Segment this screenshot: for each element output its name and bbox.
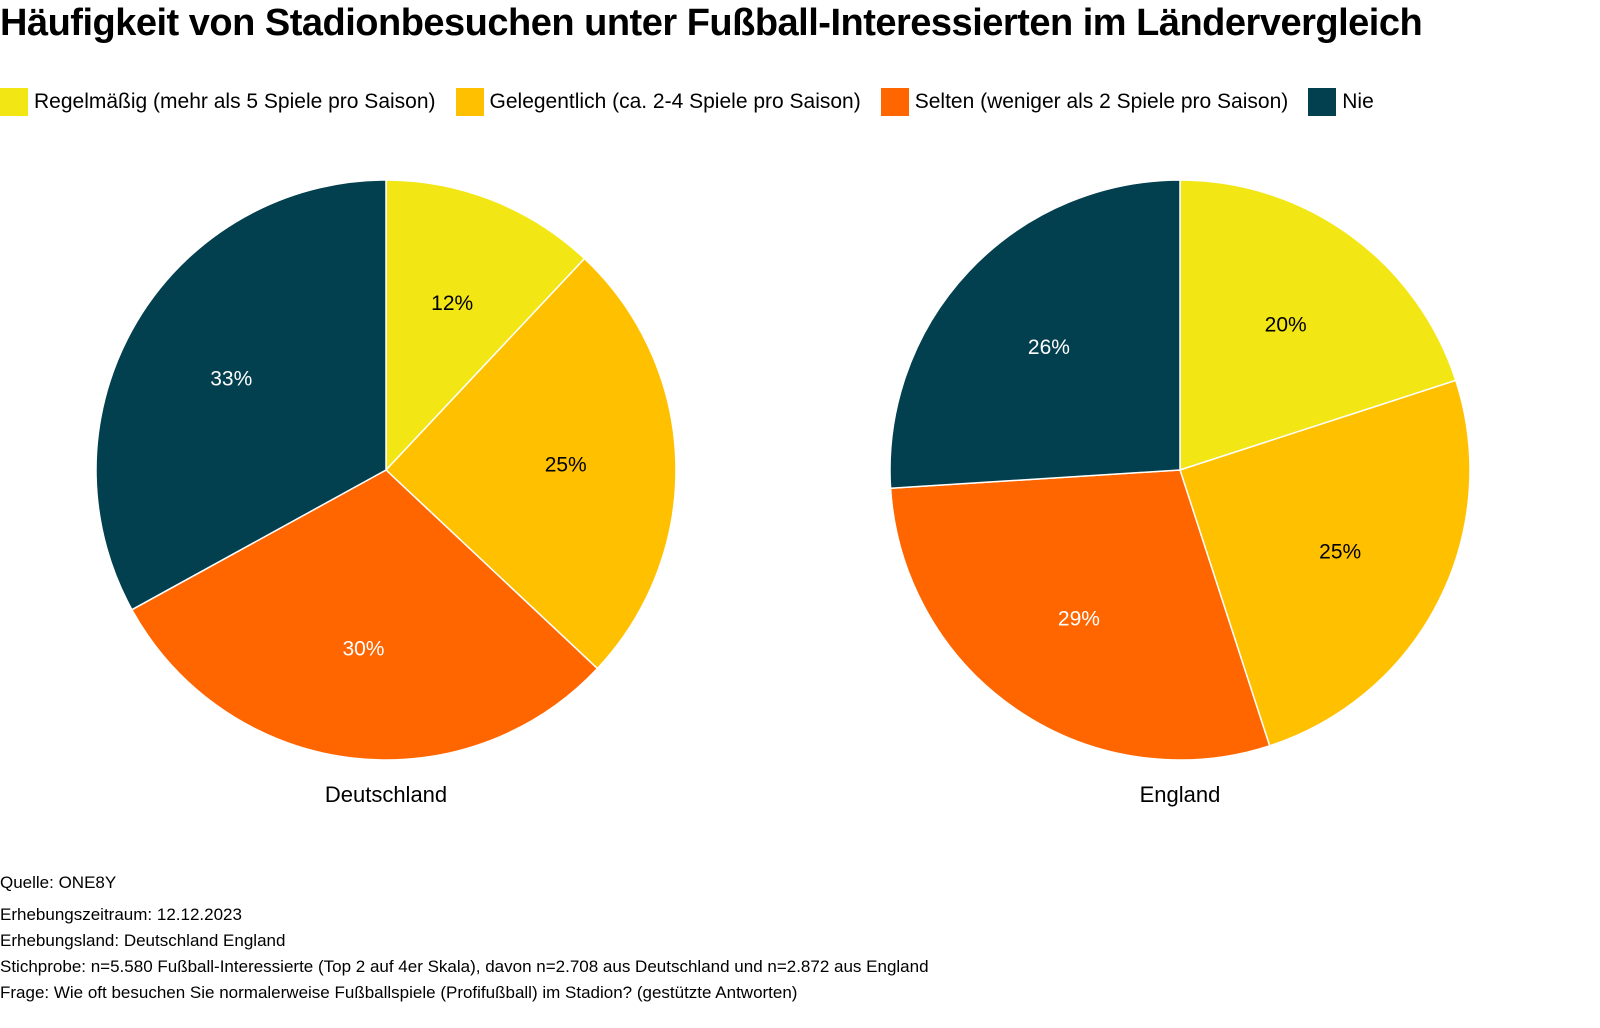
legend-label: Gelegentlich (ca. 2-4 Spiele pro Saison) xyxy=(489,90,861,113)
legend-item-regelmaessig[interactable]: Regelmäßig (mehr als 5 Spiele pro Saison… xyxy=(0,88,436,116)
legend-swatch xyxy=(0,88,28,116)
slice-deutschland-1[interactable] xyxy=(384,257,677,670)
slice-deutschland-2[interactable] xyxy=(130,469,599,761)
legend-swatch xyxy=(455,88,484,116)
legend-label: Selten (weniger als 2 Spiele pro Saison) xyxy=(914,90,1289,113)
slice-label: 25% xyxy=(545,453,587,476)
slice-england-3[interactable] xyxy=(889,179,1181,490)
chart-title: Häufigkeit von Stadionbesuchen unter Fuß… xyxy=(0,2,1423,44)
slice-england-0[interactable] xyxy=(1179,179,1457,472)
source-note: Quelle: ONE8Y xyxy=(0,873,117,892)
legend-item-gelegentlich[interactable]: Gelegentlich (ca. 2-4 Spiele pro Saison) xyxy=(455,88,861,116)
slice-england-2[interactable] xyxy=(889,469,1271,761)
legend-item-selten[interactable]: Selten (weniger als 2 Spiele pro Saison) xyxy=(880,88,1289,116)
slice-label: 12% xyxy=(431,292,473,315)
footer-notes: Quelle: ONE8Y Erhebungszeitraum: 12.12.2… xyxy=(0,870,929,1006)
legend-label: Regelmäßig (mehr als 5 Spiele pro Saison… xyxy=(34,90,436,113)
slice-deutschland-3[interactable] xyxy=(95,179,387,611)
sample-note: Stichprobe: n=5.580 Fußball-Interessiert… xyxy=(0,957,929,976)
slice-label: 25% xyxy=(1319,541,1361,564)
slice-deutschland-0[interactable] xyxy=(385,179,586,472)
question-note: Frage: Wie oft besuchen Sie normalerweis… xyxy=(0,983,798,1002)
slice-england-1[interactable] xyxy=(1179,379,1471,747)
slice-label: 26% xyxy=(1028,336,1070,359)
legend-swatch xyxy=(1308,88,1337,116)
survey-period: Erhebungszeitraum: 12.12.2023 xyxy=(0,905,242,924)
legend: Regelmäßig (mehr als 5 Spiele pro Saison… xyxy=(0,88,1394,116)
pie-title-england: England xyxy=(1140,782,1221,807)
slice-label: 30% xyxy=(342,637,384,660)
legend-label: Nie xyxy=(1342,90,1374,113)
slice-label: 20% xyxy=(1265,314,1307,337)
pie-title-deutschland: Deutschland xyxy=(325,782,447,807)
pie-charts: 12% 25% 30% 33% Deutschland 20% 25% 29% 26% Engla… xyxy=(95,179,1471,807)
legend-item-nie[interactable]: Nie xyxy=(1308,88,1374,116)
slice-label: 29% xyxy=(1058,608,1100,631)
survey-country: Erhebungsland: Deutschland England xyxy=(0,931,286,950)
legend-swatch xyxy=(880,88,909,116)
slice-label: 33% xyxy=(210,367,252,390)
